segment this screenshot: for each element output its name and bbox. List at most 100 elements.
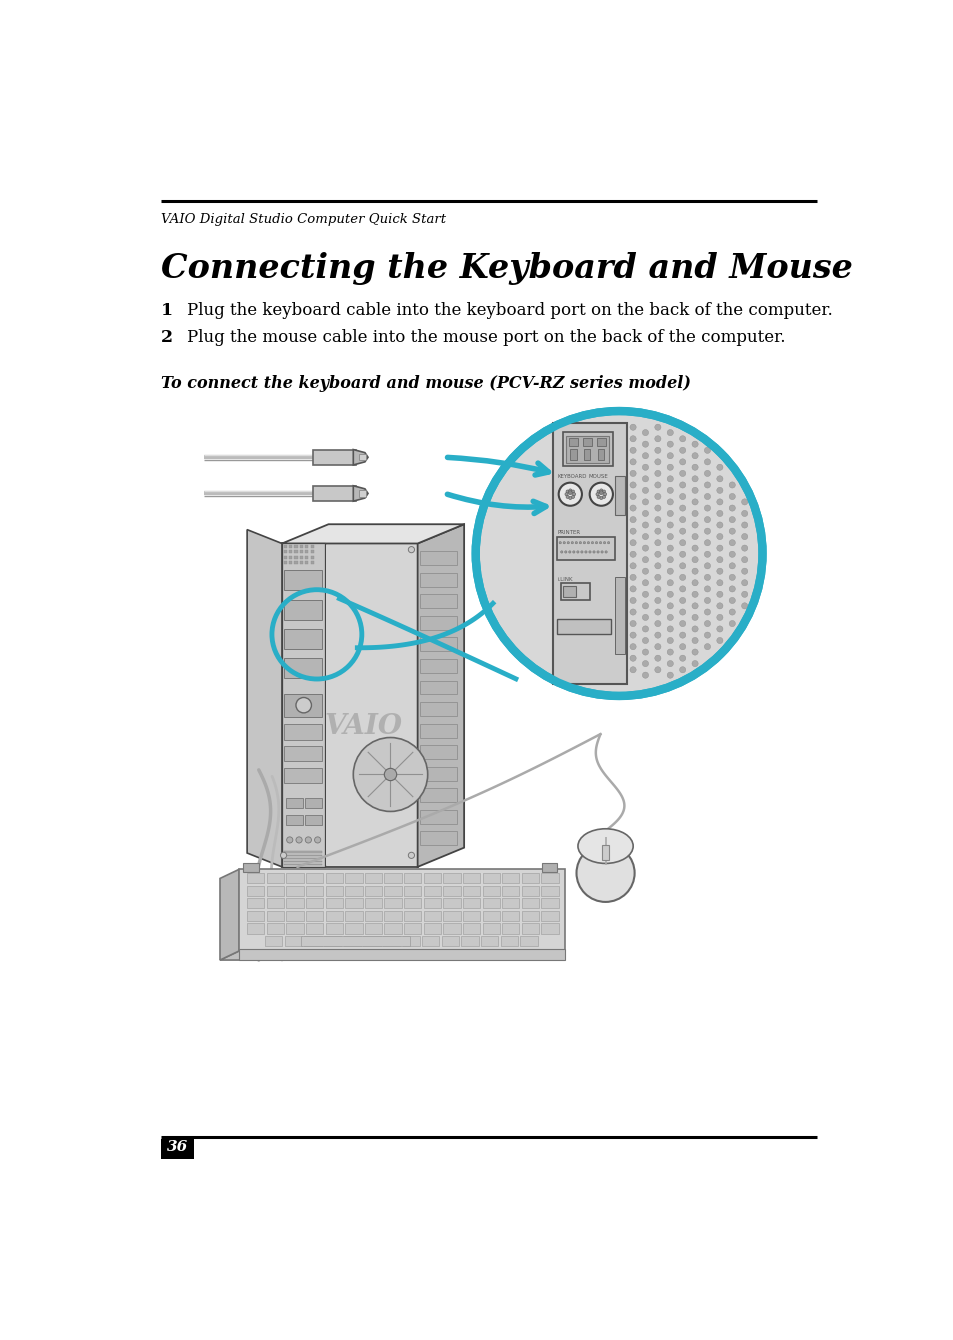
Bar bbox=[598, 449, 604, 460]
Circle shape bbox=[728, 540, 735, 545]
Circle shape bbox=[703, 493, 710, 500]
Circle shape bbox=[679, 448, 685, 453]
Circle shape bbox=[691, 603, 698, 608]
Circle shape bbox=[703, 586, 710, 592]
Circle shape bbox=[716, 545, 722, 551]
Bar bbox=[267, 886, 284, 896]
Text: 1: 1 bbox=[161, 302, 173, 319]
Circle shape bbox=[629, 643, 636, 650]
Polygon shape bbox=[247, 529, 282, 867]
Bar bbox=[345, 898, 362, 909]
Bar bbox=[601, 844, 609, 860]
Bar bbox=[313, 485, 355, 501]
Circle shape bbox=[629, 448, 636, 453]
Circle shape bbox=[691, 638, 698, 643]
Circle shape bbox=[679, 540, 685, 545]
Circle shape bbox=[598, 541, 601, 544]
Circle shape bbox=[703, 470, 710, 477]
Bar bbox=[419, 616, 456, 630]
Text: VAIO Digital Studio Computer Quick Start: VAIO Digital Studio Computer Quick Start bbox=[161, 213, 446, 226]
Circle shape bbox=[703, 551, 710, 557]
Bar bbox=[419, 595, 456, 608]
Circle shape bbox=[679, 458, 685, 465]
Bar bbox=[419, 659, 456, 673]
Bar bbox=[419, 788, 456, 803]
Bar bbox=[363, 935, 380, 946]
Circle shape bbox=[679, 643, 685, 650]
Circle shape bbox=[654, 540, 660, 545]
Bar bbox=[284, 658, 322, 678]
Circle shape bbox=[654, 586, 660, 592]
Bar bbox=[285, 935, 302, 946]
Bar bbox=[299, 561, 303, 564]
Circle shape bbox=[691, 464, 698, 470]
Circle shape bbox=[571, 490, 574, 493]
Bar bbox=[247, 886, 264, 896]
Circle shape bbox=[597, 496, 599, 498]
Bar bbox=[313, 449, 355, 465]
Circle shape bbox=[629, 505, 636, 511]
Bar bbox=[284, 855, 322, 856]
Circle shape bbox=[629, 540, 636, 545]
Circle shape bbox=[679, 575, 685, 580]
Circle shape bbox=[703, 643, 710, 650]
Text: VAIO: VAIO bbox=[324, 713, 402, 740]
Circle shape bbox=[629, 598, 636, 603]
Bar bbox=[364, 874, 382, 883]
Circle shape bbox=[641, 649, 648, 655]
Bar bbox=[359, 454, 365, 461]
Circle shape bbox=[740, 511, 747, 516]
Bar bbox=[443, 874, 460, 883]
Circle shape bbox=[666, 673, 673, 678]
Circle shape bbox=[716, 626, 722, 632]
Circle shape bbox=[641, 453, 648, 458]
Text: 2: 2 bbox=[161, 328, 172, 346]
Bar bbox=[540, 923, 558, 934]
Circle shape bbox=[679, 563, 685, 570]
Circle shape bbox=[568, 490, 572, 494]
Circle shape bbox=[679, 493, 685, 500]
Circle shape bbox=[629, 655, 636, 662]
Circle shape bbox=[641, 511, 648, 516]
Circle shape bbox=[641, 568, 648, 575]
Circle shape bbox=[562, 541, 565, 544]
Bar bbox=[501, 911, 518, 921]
Circle shape bbox=[728, 493, 735, 500]
Circle shape bbox=[666, 556, 673, 563]
Bar bbox=[282, 544, 324, 867]
Bar bbox=[311, 561, 314, 564]
Circle shape bbox=[597, 490, 599, 493]
Bar bbox=[540, 898, 558, 909]
Bar bbox=[419, 809, 456, 824]
Bar bbox=[384, 911, 401, 921]
Circle shape bbox=[666, 545, 673, 551]
Text: KEYBOARD: KEYBOARD bbox=[557, 474, 586, 480]
Bar bbox=[482, 874, 499, 883]
Circle shape bbox=[641, 488, 648, 493]
Circle shape bbox=[666, 464, 673, 470]
Circle shape bbox=[641, 545, 648, 551]
Circle shape bbox=[568, 496, 571, 500]
Circle shape bbox=[572, 493, 575, 496]
Circle shape bbox=[589, 482, 612, 505]
Bar bbox=[343, 935, 360, 946]
Circle shape bbox=[691, 649, 698, 655]
Bar bbox=[519, 935, 537, 946]
Circle shape bbox=[629, 470, 636, 477]
Bar bbox=[265, 935, 282, 946]
Polygon shape bbox=[417, 524, 464, 867]
Bar bbox=[583, 449, 590, 460]
Circle shape bbox=[691, 533, 698, 540]
Circle shape bbox=[654, 458, 660, 465]
Circle shape bbox=[654, 482, 660, 488]
Bar bbox=[304, 935, 321, 946]
Circle shape bbox=[740, 591, 747, 598]
Circle shape bbox=[629, 551, 636, 557]
Bar bbox=[294, 545, 297, 548]
Bar bbox=[294, 556, 297, 559]
Bar bbox=[423, 886, 440, 896]
Bar bbox=[540, 874, 558, 883]
Circle shape bbox=[558, 482, 581, 505]
Circle shape bbox=[641, 603, 648, 608]
Bar bbox=[247, 923, 264, 934]
